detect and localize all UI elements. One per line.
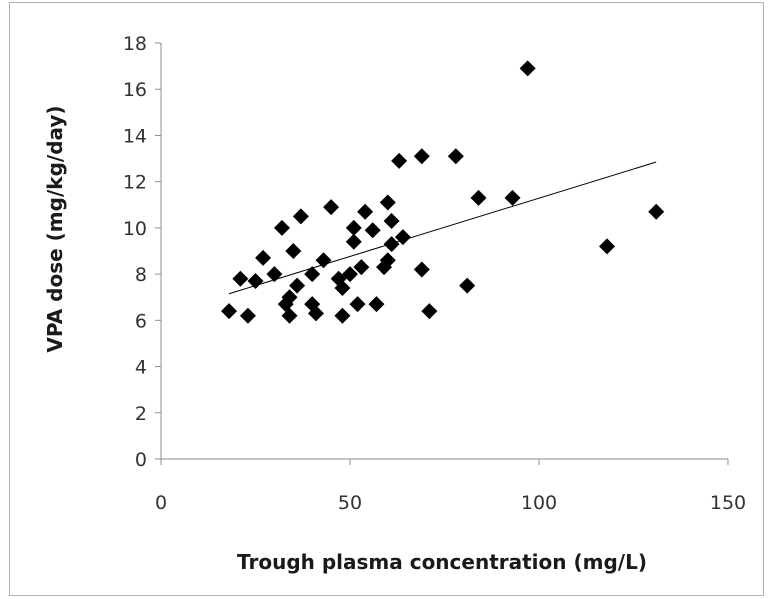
y-tick-label: 6 <box>135 310 147 332</box>
data-point <box>599 238 616 255</box>
data-point <box>307 305 324 322</box>
data-point <box>345 219 362 236</box>
data-point <box>281 307 298 324</box>
data-point <box>413 261 430 278</box>
data-point <box>413 148 430 165</box>
y-tick-label: 18 <box>123 33 147 55</box>
data-point <box>519 60 536 77</box>
trendline <box>228 161 657 295</box>
data-point <box>459 277 476 294</box>
data-point <box>304 266 321 283</box>
y-tick-label: 12 <box>123 172 147 194</box>
data-point <box>391 152 408 169</box>
data-point <box>379 194 396 211</box>
data-point <box>266 266 283 283</box>
x-axis-title: Trough plasma concentration (mg/L) <box>237 550 647 574</box>
data-point <box>334 279 351 296</box>
data-point <box>255 249 272 266</box>
data-point <box>504 189 521 206</box>
data-point <box>364 222 381 239</box>
x-tick-label: 150 <box>710 492 746 514</box>
data-point <box>247 273 264 290</box>
data-point <box>289 277 306 294</box>
data-point <box>357 203 374 220</box>
data-point <box>349 296 366 313</box>
y-axis: 0 2 4 6 8 10 12 14 16 18 <box>123 33 162 471</box>
y-tick-label: 16 <box>123 79 147 101</box>
y-tick-label: 2 <box>135 403 147 425</box>
data-point <box>239 307 256 324</box>
y-tick-label: 8 <box>135 264 147 286</box>
y-tick-label: 0 <box>135 449 147 471</box>
y-axis-title: VPA dose (mg/kg/day) <box>43 105 67 352</box>
chart-frame: 0 2 4 6 8 10 12 14 16 18 0 50 100 150 VPA dose (mg/k… <box>9 2 764 596</box>
data-point <box>334 307 351 324</box>
x-tick-label: 50 <box>338 492 362 514</box>
scatter-chart: 0 2 4 6 8 10 12 14 16 18 0 50 100 150 VPA dose (mg/k… <box>43 33 746 574</box>
data-point <box>379 252 396 269</box>
data-point <box>273 219 290 236</box>
y-tick-label: 10 <box>123 218 147 240</box>
data-point <box>383 236 400 253</box>
data-point <box>345 233 362 250</box>
data-point <box>285 243 302 259</box>
data-point <box>470 189 487 206</box>
data-point <box>315 252 332 269</box>
data-point <box>648 203 665 220</box>
data-point <box>447 148 464 165</box>
data-point <box>394 229 411 246</box>
data-points <box>221 60 665 324</box>
data-point <box>232 270 249 287</box>
data-point <box>368 296 385 313</box>
y-tick-label: 4 <box>135 357 147 379</box>
data-point <box>281 289 298 306</box>
data-point <box>353 259 370 276</box>
y-tick-label: 14 <box>123 125 147 147</box>
data-point <box>342 266 358 283</box>
data-point <box>421 303 438 320</box>
data-point <box>323 199 340 216</box>
data-point <box>383 212 400 229</box>
data-point <box>292 208 309 225</box>
x-axis: 0 50 100 150 <box>155 458 746 514</box>
x-tick-label: 100 <box>521 492 557 514</box>
x-tick-label: 0 <box>155 492 167 514</box>
data-point <box>221 303 238 320</box>
